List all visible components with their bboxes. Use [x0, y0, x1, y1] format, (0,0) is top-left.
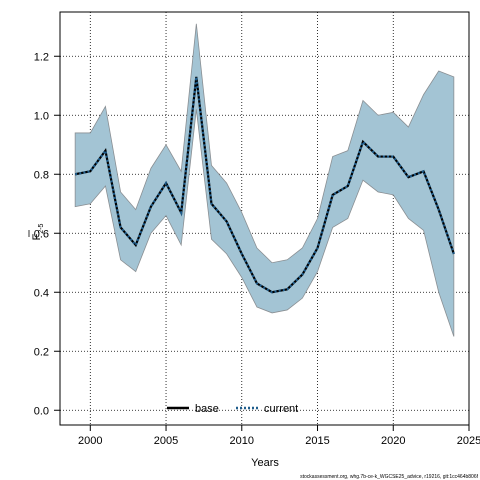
svg-text:F2-5: F2-5 [31, 223, 45, 240]
x-tick-label-2005: 2005 [154, 435, 178, 447]
y-axis-title-sub: 2-5 [38, 223, 45, 233]
series-line-current [74, 76, 455, 294]
legend-label-base: base [195, 403, 219, 415]
footer-credit: stockassessment.org, whg.7b-ce-k_WGCSE25… [300, 474, 478, 480]
x-tick-label-2020: 2020 [381, 435, 405, 447]
series-lines [74, 76, 455, 294]
x-tick-label-2025: 2025 [457, 435, 480, 447]
y-tick-label-1.2: 1.2 [34, 51, 49, 63]
y-tick-label-0.8: 0.8 [34, 169, 49, 181]
y-axis-title: F2-5 [28, 223, 45, 240]
y-axis: 0.0 0.2 0.4 0.6 0.8 1.0 1.2 [34, 51, 60, 417]
legend-label-current: current [264, 403, 298, 415]
confidence-band [74, 23, 455, 337]
y-tick-label-1.0: 1.0 [34, 110, 49, 122]
y-tick-label-0.2: 0.2 [34, 346, 49, 358]
x-axis: 2000 2005 2010 2015 2020 2025 [78, 425, 480, 447]
y-tick-label-0.6: 0.6 [34, 228, 49, 240]
x-tick-label-2000: 2000 [78, 435, 102, 447]
y-tick-label-0.0: 0.0 [34, 405, 49, 417]
confidence-band-area [74, 23, 455, 337]
y-axis-title-main: F [31, 233, 43, 240]
legend: base current [167, 403, 298, 415]
x-axis-title: Years [251, 457, 279, 469]
y-tick-label-0.4: 0.4 [34, 287, 49, 299]
x-tick-label-2010: 2010 [230, 435, 254, 447]
plot-frame [59, 11, 470, 426]
x-tick-label-2015: 2015 [305, 435, 329, 447]
